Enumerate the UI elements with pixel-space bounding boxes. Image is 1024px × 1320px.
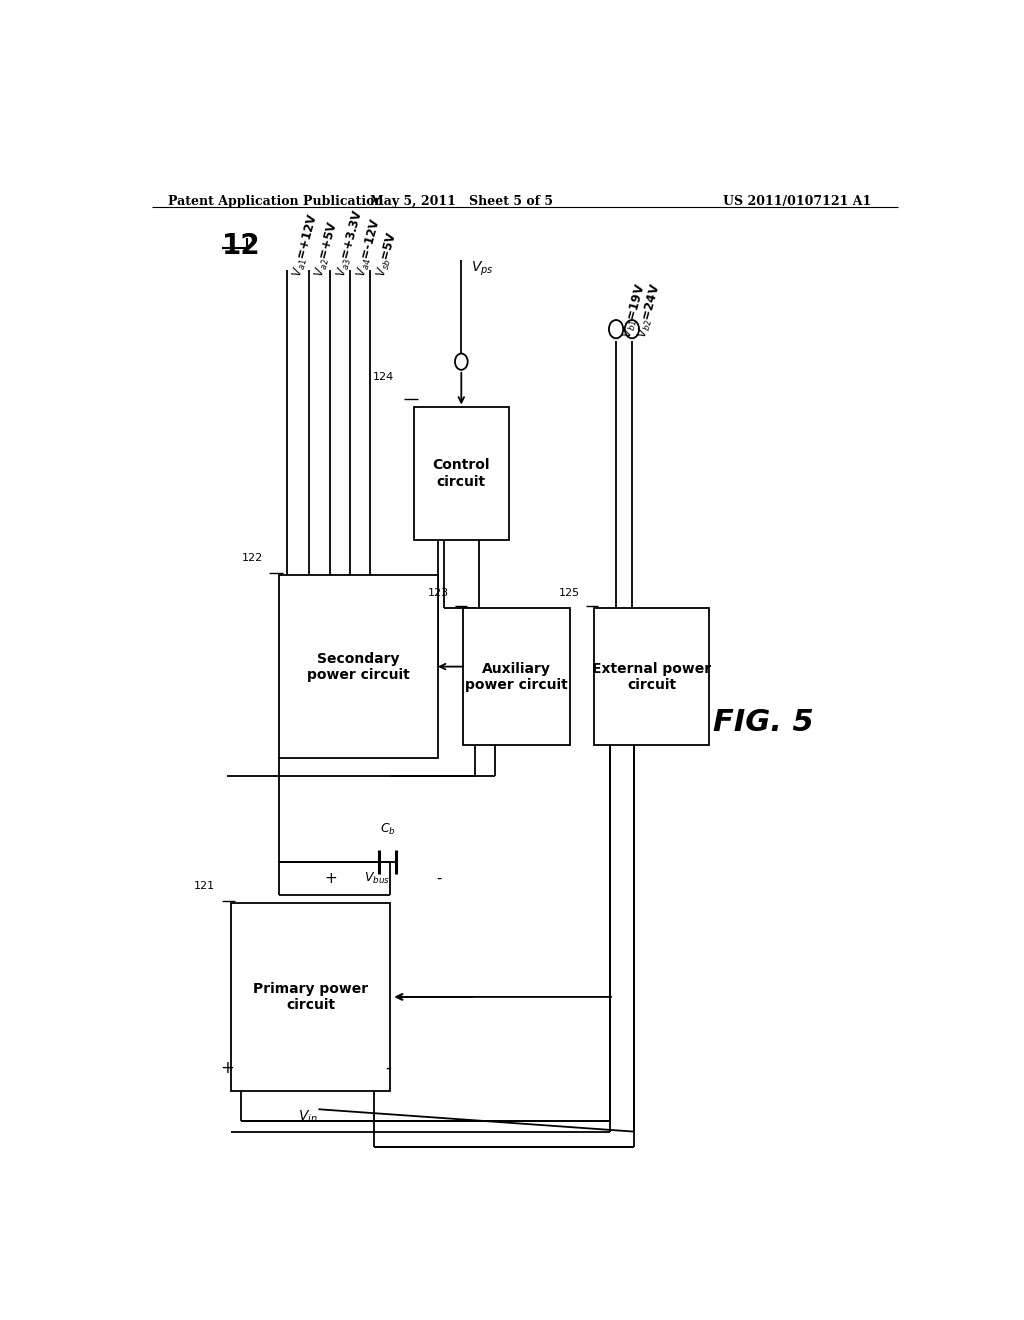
Text: External power
circuit: External power circuit [592,661,712,692]
Text: May 5, 2011   Sheet 5 of 5: May 5, 2011 Sheet 5 of 5 [370,195,553,209]
Text: $V_{sb}$=5V: $V_{sb}$=5V [374,230,400,280]
Text: $V_{a3}$=+3.3V: $V_{a3}$=+3.3V [334,207,367,280]
Text: Patent Application Publication: Patent Application Publication [168,195,383,209]
Text: -: - [385,1059,391,1077]
Text: $V_{bus}$: $V_{bus}$ [364,871,390,886]
Text: $V_{b1}$=19V: $V_{b1}$=19V [620,282,649,341]
Text: $V_{ps}$: $V_{ps}$ [471,260,494,279]
Text: $V_{in}$: $V_{in}$ [298,1109,317,1125]
Text: $V_{b2}$=24V: $V_{b2}$=24V [636,282,665,341]
Text: 121: 121 [195,880,215,891]
Text: +: + [324,871,337,886]
Text: 12: 12 [221,231,260,260]
Text: $C_b$: $C_b$ [380,822,395,837]
Text: Primary power
circuit: Primary power circuit [253,982,368,1012]
Text: 124: 124 [373,372,394,381]
Text: 122: 122 [242,553,263,562]
Text: US 2011/0107121 A1: US 2011/0107121 A1 [723,195,871,209]
Bar [279,576,437,758]
Text: 123: 123 [428,587,449,598]
Text: -: - [436,871,441,886]
Bar [463,609,570,746]
Text: Secondary
power circuit: Secondary power circuit [307,652,410,681]
Text: FIG. 5: FIG. 5 [713,708,813,737]
Text: $V_{a1}$=+12V: $V_{a1}$=+12V [291,211,323,280]
Text: $V_{a4}$=-12V: $V_{a4}$=-12V [354,216,384,280]
Text: Auxiliary
power circuit: Auxiliary power circuit [466,661,568,692]
Bar [414,408,509,540]
Bar [594,609,710,746]
Text: +: + [220,1059,234,1077]
Text: $V_{a2}$=+5V: $V_{a2}$=+5V [313,219,342,280]
Text: Control
circuit: Control circuit [432,458,490,488]
Text: 125: 125 [559,587,580,598]
Bar [231,903,390,1090]
